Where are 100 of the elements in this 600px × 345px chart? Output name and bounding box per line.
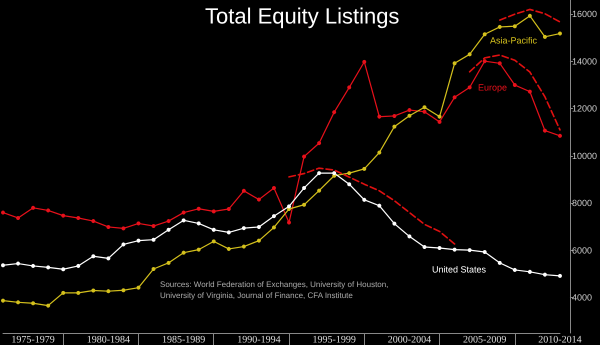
- y-tick-label: 6000: [572, 245, 592, 256]
- point: [317, 188, 322, 193]
- point: [61, 290, 66, 295]
- point: [166, 228, 171, 232]
- point: [362, 198, 366, 202]
- point: [91, 288, 96, 292]
- point: [302, 154, 306, 159]
- point: [256, 238, 261, 243]
- point: [212, 228, 216, 232]
- point: [16, 300, 20, 304]
- point: [362, 166, 366, 171]
- point: [482, 32, 487, 36]
- point: [91, 254, 96, 258]
- point: [512, 83, 517, 88]
- point: [152, 224, 156, 228]
- point: [362, 60, 366, 64]
- point: [422, 105, 426, 110]
- point: [512, 24, 517, 28]
- point: [31, 206, 36, 210]
- point: [242, 226, 246, 230]
- point: [347, 182, 352, 186]
- point: [468, 248, 472, 252]
- x-tick-label: 1990-1994: [237, 334, 281, 345]
- point: [76, 290, 80, 295]
- point: [498, 61, 502, 66]
- point: [106, 224, 110, 229]
- point: [212, 209, 216, 214]
- point: [302, 202, 306, 207]
- point: [377, 114, 382, 119]
- point: [452, 248, 457, 252]
- point: [152, 267, 156, 271]
- point: [438, 114, 442, 119]
- point: [256, 198, 261, 202]
- x-tick-label: 2000-2004: [388, 334, 432, 345]
- point: [91, 219, 96, 224]
- x-tick-label: 1980-1984: [86, 334, 130, 345]
- point: [392, 124, 396, 129]
- point: [468, 85, 472, 90]
- y-tick-label: 16000: [572, 9, 598, 20]
- point: [152, 238, 156, 242]
- x-tick-label: 1995-1999: [312, 334, 356, 345]
- point: [558, 134, 562, 138]
- point: [347, 171, 352, 176]
- point: [452, 95, 457, 100]
- point: [422, 110, 426, 114]
- point: [528, 14, 532, 18]
- point: [182, 250, 186, 255]
- point: [61, 214, 66, 218]
- point: [392, 222, 396, 226]
- point: [121, 226, 126, 230]
- series-label: Asia-Pacific: [490, 36, 538, 46]
- point: [542, 272, 547, 277]
- point: [512, 268, 517, 272]
- point: [482, 59, 487, 64]
- point: [16, 216, 20, 220]
- point: [166, 219, 171, 224]
- point: [407, 114, 412, 118]
- point: [196, 206, 201, 211]
- point: [542, 34, 547, 39]
- point: [332, 110, 336, 114]
- series-label: United States: [432, 264, 487, 274]
- point: [136, 221, 140, 226]
- point: [377, 150, 382, 155]
- point: [392, 114, 396, 118]
- y-tick-label: 10000: [572, 150, 598, 161]
- point: [226, 230, 231, 234]
- point: [31, 301, 36, 306]
- point: [377, 204, 382, 208]
- y-tick-label: 8000: [572, 198, 592, 208]
- y-tick-label: 4000: [572, 292, 592, 303]
- point: [498, 260, 502, 265]
- point: [1, 263, 5, 268]
- point: [468, 52, 472, 56]
- line-series: [498, 8, 561, 23]
- point: [528, 90, 532, 94]
- point: [136, 238, 140, 243]
- x-tick-label: 2005-2009: [463, 334, 506, 345]
- point: [121, 288, 126, 292]
- point: [272, 214, 276, 218]
- point: [422, 245, 426, 250]
- point: [407, 234, 412, 238]
- point: [256, 224, 261, 229]
- series-label: Europe: [478, 82, 508, 92]
- point: [31, 264, 36, 268]
- y-tick-label: 14000: [572, 56, 598, 66]
- point: [407, 108, 412, 112]
- point: [452, 61, 457, 66]
- x-tick-label: 1975-1979: [11, 334, 55, 345]
- point: [76, 264, 80, 268]
- point: [166, 260, 171, 265]
- point: [1, 210, 5, 215]
- point: [106, 256, 110, 260]
- chart-title: Total Equity Listings: [205, 4, 400, 28]
- point: [438, 246, 442, 250]
- annotation: Sources: World Federation of Exchanges, University of Houston, University of Virginia, Journal of Finance, CFA Institute: [160, 280, 391, 300]
- point: [226, 246, 231, 251]
- point: [46, 304, 50, 308]
- point: [317, 171, 322, 176]
- point: [272, 186, 276, 190]
- point: [182, 218, 186, 222]
